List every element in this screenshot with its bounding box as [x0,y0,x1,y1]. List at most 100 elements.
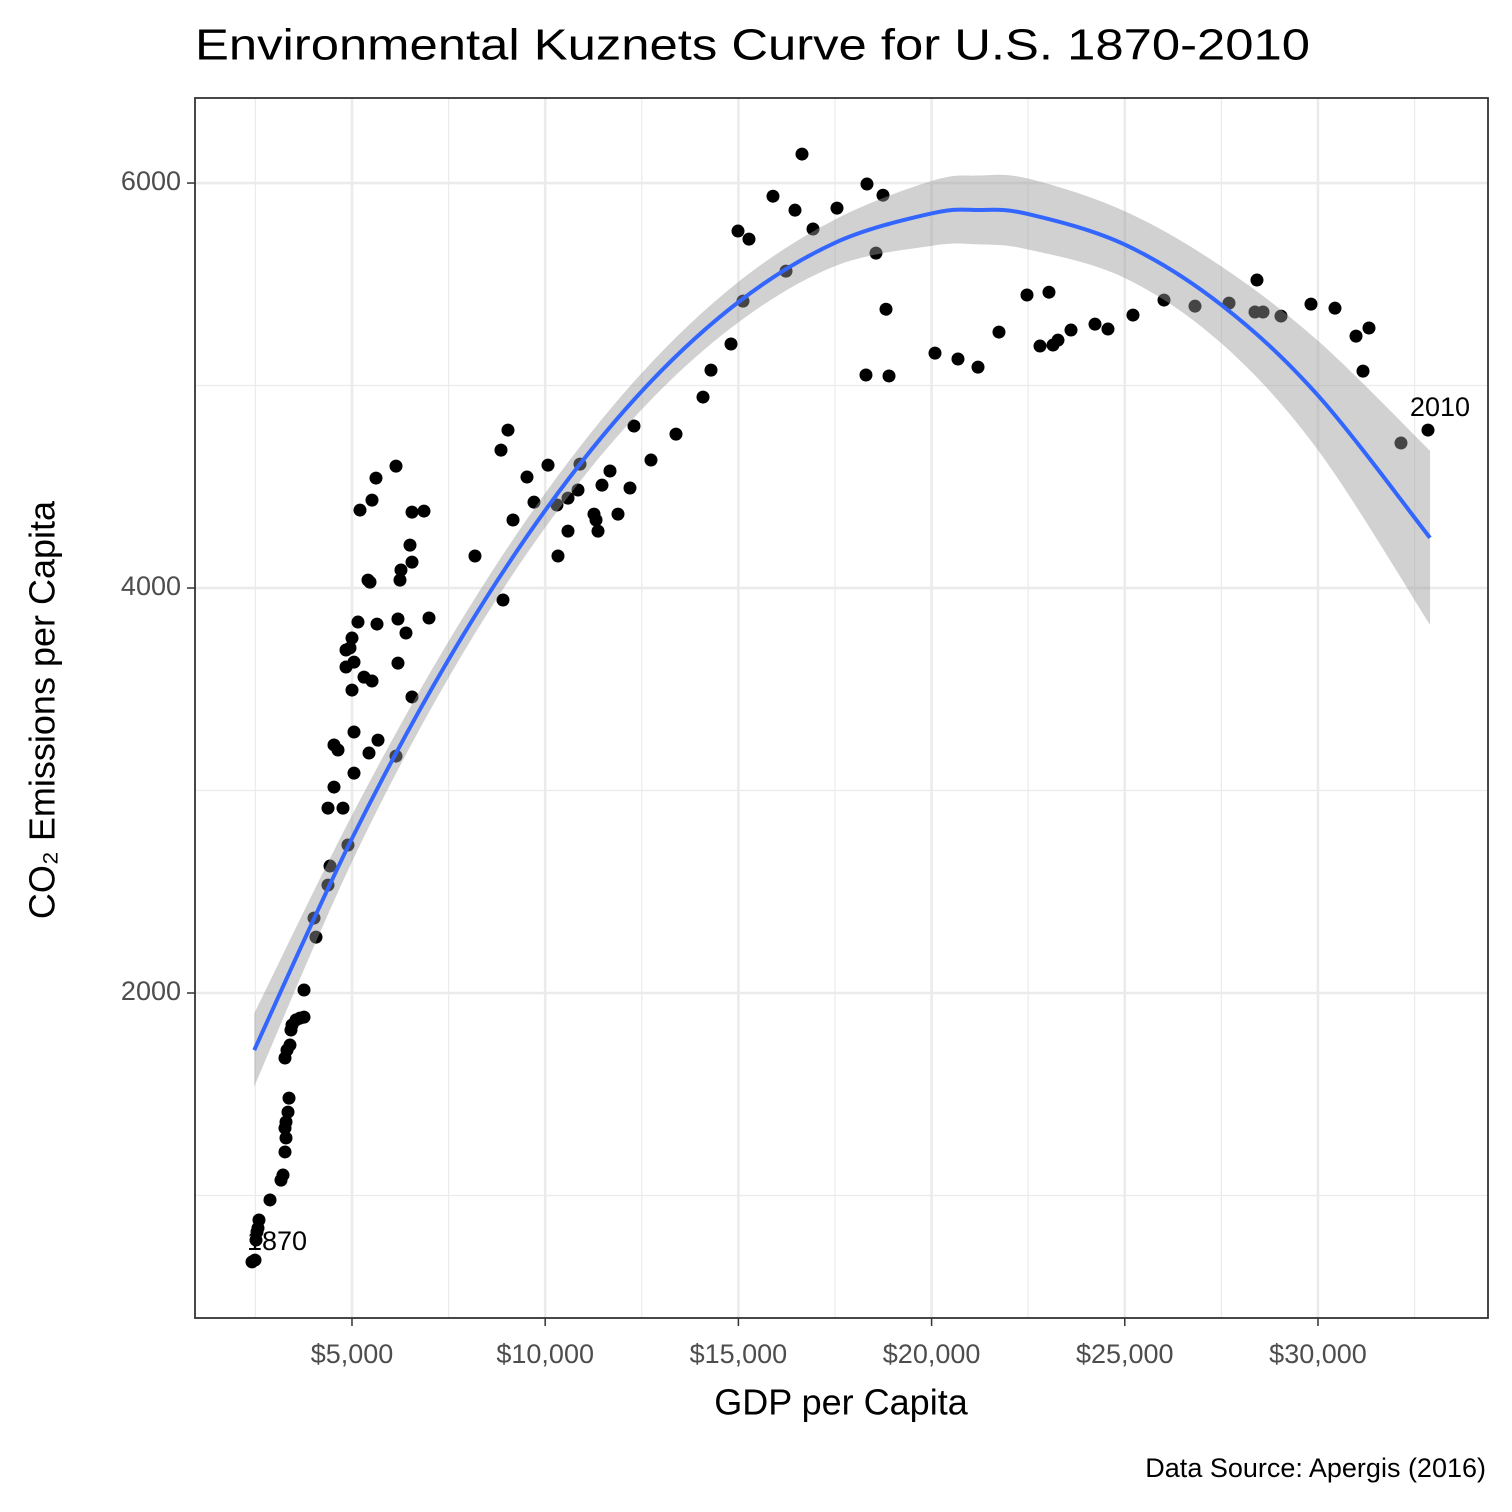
fit-line [252,207,1432,1051]
point [1274,309,1288,323]
point [882,369,896,383]
point [279,1115,293,1129]
point [806,222,820,236]
point [331,743,345,757]
point [603,464,617,478]
x-tick-label: $25,000 [1076,1339,1174,1369]
y-tick-label: 2000 [121,976,181,1006]
point [248,1253,262,1267]
point [394,563,408,577]
point [347,766,361,780]
point [405,690,419,704]
point [283,1038,297,1052]
point [347,725,361,739]
point [391,612,405,626]
point [506,513,520,527]
point [527,495,541,509]
point [830,201,844,215]
point [1020,288,1034,302]
annotation: 2010 [1410,392,1470,422]
point [644,453,658,467]
point [339,643,353,657]
point [282,1091,296,1105]
point [494,443,508,457]
point [595,478,609,492]
point [551,549,565,563]
point [1157,293,1171,307]
point [928,346,942,360]
point [561,524,575,538]
point [591,524,605,538]
point [496,593,510,607]
x-tick-label: $20,000 [883,1339,981,1369]
point [1304,297,1318,311]
point [1256,305,1270,319]
point [309,930,323,944]
point [393,573,407,587]
point [336,801,350,815]
point [297,983,311,997]
point [276,1168,290,1182]
point [321,801,335,815]
point [571,483,585,497]
point [971,360,985,374]
point [1051,333,1065,347]
point [879,302,893,316]
point [860,177,874,191]
point [278,1145,292,1159]
point [1101,322,1115,336]
point [347,655,361,669]
point [1126,308,1140,322]
annotation: 1870 [247,1226,307,1256]
point [345,683,359,697]
point [876,188,890,202]
point [788,203,802,217]
point [297,1010,311,1024]
point [795,147,809,161]
chart-title: Environmental Kuznets Curve for U.S. 187… [195,21,1310,70]
point [345,631,359,645]
x-axis-label: GDP per Capita [714,1382,968,1423]
y-tick-label: 6000 [121,166,181,196]
point [627,419,641,433]
point [1042,285,1056,299]
point [1033,339,1047,353]
point [327,780,341,794]
y-axis-label: CO₂ Emissions per Capita [22,500,63,919]
point [405,505,419,519]
point [370,617,384,631]
x-tick-label: $30,000 [1269,1339,1367,1369]
point [704,363,718,377]
point [766,189,780,203]
point [1356,364,1370,378]
point [403,538,417,552]
point [1328,301,1342,315]
point [1250,273,1264,287]
panel [195,98,1488,1318]
point [389,459,403,473]
x-tick-label: $10,000 [496,1339,594,1369]
point [1188,299,1202,313]
point [992,325,1006,339]
x-tick-label: $15,000 [690,1339,788,1369]
point [669,427,683,441]
caption: Data Source: Apergis (2016) [1145,1453,1486,1483]
point [1064,323,1078,337]
point [731,224,745,238]
point [369,471,383,485]
point [468,549,482,563]
point [520,470,534,484]
point [1362,321,1376,335]
point [724,337,738,351]
x-tick-label: $5,000 [311,1339,394,1369]
point [611,507,625,521]
point [561,491,575,505]
point [623,481,637,495]
point [263,1193,277,1207]
point [1394,436,1408,450]
y-tick-label: 4000 [121,571,181,601]
point [362,746,376,760]
point [951,352,965,366]
point [859,368,873,382]
